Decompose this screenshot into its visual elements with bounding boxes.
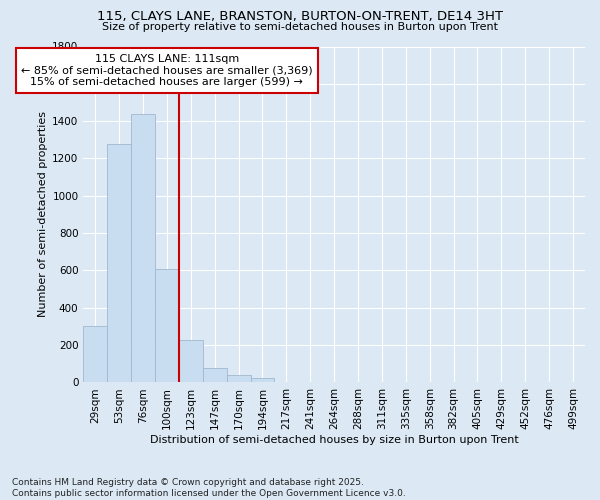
Bar	[131, 114, 155, 382]
Bar	[179, 340, 203, 382]
Text: 115, CLAYS LANE, BRANSTON, BURTON-ON-TRENT, DE14 3HT: 115, CLAYS LANE, BRANSTON, BURTON-ON-TRE…	[97, 10, 503, 23]
Bar	[83, 326, 107, 382]
Text: Contains HM Land Registry data © Crown copyright and database right 2025.
Contai: Contains HM Land Registry data © Crown c…	[12, 478, 406, 498]
Y-axis label: Number of semi-detached properties: Number of semi-detached properties	[38, 112, 48, 318]
Text: Size of property relative to semi-detached houses in Burton upon Trent: Size of property relative to semi-detach…	[102, 22, 498, 32]
Text: 115 CLAYS LANE: 111sqm
← 85% of semi-detached houses are smaller (3,369)
15% of : 115 CLAYS LANE: 111sqm ← 85% of semi-det…	[21, 54, 313, 87]
Bar	[155, 268, 179, 382]
Bar	[203, 368, 227, 382]
X-axis label: Distribution of semi-detached houses by size in Burton upon Trent: Distribution of semi-detached houses by …	[150, 435, 518, 445]
Bar	[107, 144, 131, 382]
Bar	[251, 378, 274, 382]
Bar	[227, 375, 251, 382]
